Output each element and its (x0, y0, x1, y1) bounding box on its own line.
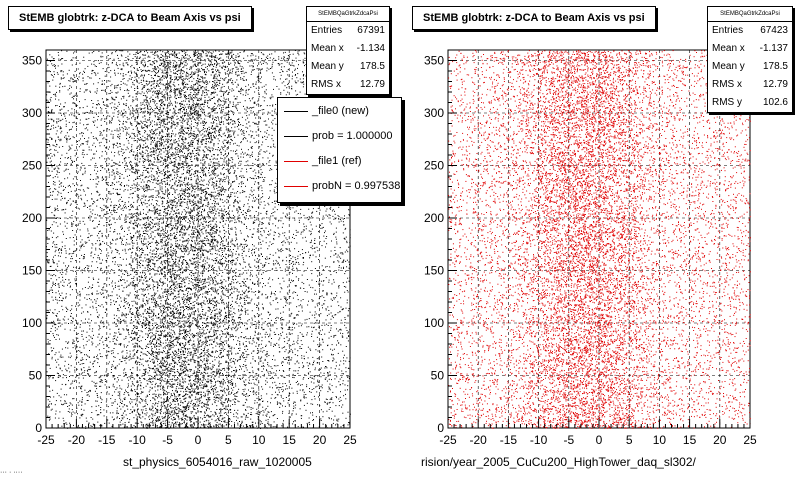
right-x-tick-label: 0 (596, 433, 603, 447)
left-data-points (46, 50, 351, 429)
left-x-tick-label: -10 (129, 433, 147, 447)
comparison-legend: _file0 (new) prob = 1.000000 _file1 (ref… (277, 97, 402, 203)
right-x-tick-label: -15 (500, 433, 518, 447)
right-x-tick-label: 5 (626, 433, 633, 447)
left-y-tick-label: 0 (35, 421, 42, 435)
right-y-tick-label: 250 (424, 159, 444, 173)
legend-line-file0 (284, 111, 308, 112)
legend-line-file1 (284, 161, 308, 162)
left-x-tick-label: 25 (343, 433, 357, 447)
right-stats-entries: Entries 67423 (708, 22, 792, 40)
right-data-points (448, 50, 751, 429)
right-x-tick-label: -20 (470, 433, 488, 447)
right-y-tick-label: 200 (424, 211, 444, 225)
legend-entry-file1: _file1 (ref) (278, 150, 401, 172)
left-x-tick-label: -25 (37, 433, 55, 447)
left-x-tick-label: 15 (283, 433, 297, 447)
left-stats-mean-y: Mean y 178.5 (307, 58, 389, 76)
right-x-tick-label: 10 (653, 433, 667, 447)
right-y-tick-label: 300 (424, 106, 444, 120)
right-plot-title: StEMB globtrk: z-DCA to Beam Axis vs psi (412, 6, 656, 30)
right-panel: -25 -20 -15 -10 -5 0 5 10 15 20 25 0 50 100 150 200 250 3… (400, 0, 800, 480)
right-x-tick-label: -10 (530, 433, 548, 447)
left-y-tick-label: 200 (22, 211, 42, 225)
left-x-tick-label: 5 (225, 433, 232, 447)
right-x-tick-label: 25 (743, 433, 757, 447)
legend-line-prob (284, 136, 308, 137)
right-stats-box: StEMBQaGtrkZdcaPsi Entries 67423 Mean x -1… (707, 6, 793, 113)
legend-entry-probn: probN = 0.997538 (278, 175, 401, 197)
left-y-tick-label: 250 (22, 159, 42, 173)
left-x-tick-label: 20 (313, 433, 327, 447)
footer-fragment: ··· · ···· (0, 469, 23, 476)
left-x-tick-label: -20 (68, 433, 86, 447)
left-x-tick-label: 10 (252, 433, 266, 447)
left-x-tick-label: 0 (195, 433, 202, 447)
right-y-tick-label: 50 (431, 369, 445, 383)
left-y-tick-label: 350 (22, 54, 42, 68)
legend-entry-prob: prob = 1.000000 (278, 125, 401, 147)
right-x-tick-label: 15 (683, 433, 697, 447)
right-stats-mean-y: Mean y 178.5 (708, 58, 792, 76)
right-x-axis-title: rision/year_2005_CuCu200_HighTower_daq_s… (421, 455, 696, 469)
left-y-tick-label: 150 (22, 264, 42, 278)
right-y-tick-label: 100 (424, 316, 444, 330)
left-stats-box: StEMBQaGtrkZdcaPsi Entries 67391 Mean x -1… (306, 6, 390, 95)
left-x-axis-title: st_physics_6054016_raw_1020005 (123, 455, 312, 469)
left-y-tick-label: 100 (22, 316, 42, 330)
right-x-tick-label: -25 (439, 433, 457, 447)
left-stats-entries: Entries 67391 (307, 22, 389, 40)
legend-line-probn (284, 186, 308, 187)
right-y-tick-label: 150 (424, 264, 444, 278)
right-x-tick-label: 20 (713, 433, 727, 447)
left-stats-rms-x: RMS x 12.79 (307, 76, 389, 94)
right-stats-header: StEMBQaGtrkZdcaPsi (708, 7, 792, 22)
left-stats-mean-x: Mean x -1.134 (307, 40, 389, 58)
left-x-tick-label: -5 (162, 433, 173, 447)
left-plot-title: StEMB globtrk: z-DCA to Beam Axis vs psi (8, 6, 252, 30)
right-y-tick-label: 350 (424, 54, 444, 68)
right-x-tick-label: -5 (563, 433, 574, 447)
right-stats-rms-x: RMS x 12.79 (708, 76, 792, 94)
right-y-tick-label: 0 (437, 421, 444, 435)
right-scatter-plot: -25 -20 -15 -10 -5 0 5 10 15 20 250501001502002503… (424, 49, 757, 447)
left-stats-header: StEMBQaGtrkZdcaPsi (307, 7, 389, 22)
right-stats-rms-y: RMS y 102.6 (708, 94, 792, 112)
left-x-tick-label: -15 (98, 433, 116, 447)
left-panel: -25 -20 -15 -10 -5 0 5 10 15 20 25 0 50 100 150 200 250 3… (8, 6, 402, 469)
legend-entry-file0: _file0 (new) (278, 100, 401, 122)
right-stats-mean-x: Mean x -1.137 (708, 40, 792, 58)
left-y-tick-label: 50 (29, 369, 43, 383)
left-y-tick-label: 300 (22, 106, 42, 120)
